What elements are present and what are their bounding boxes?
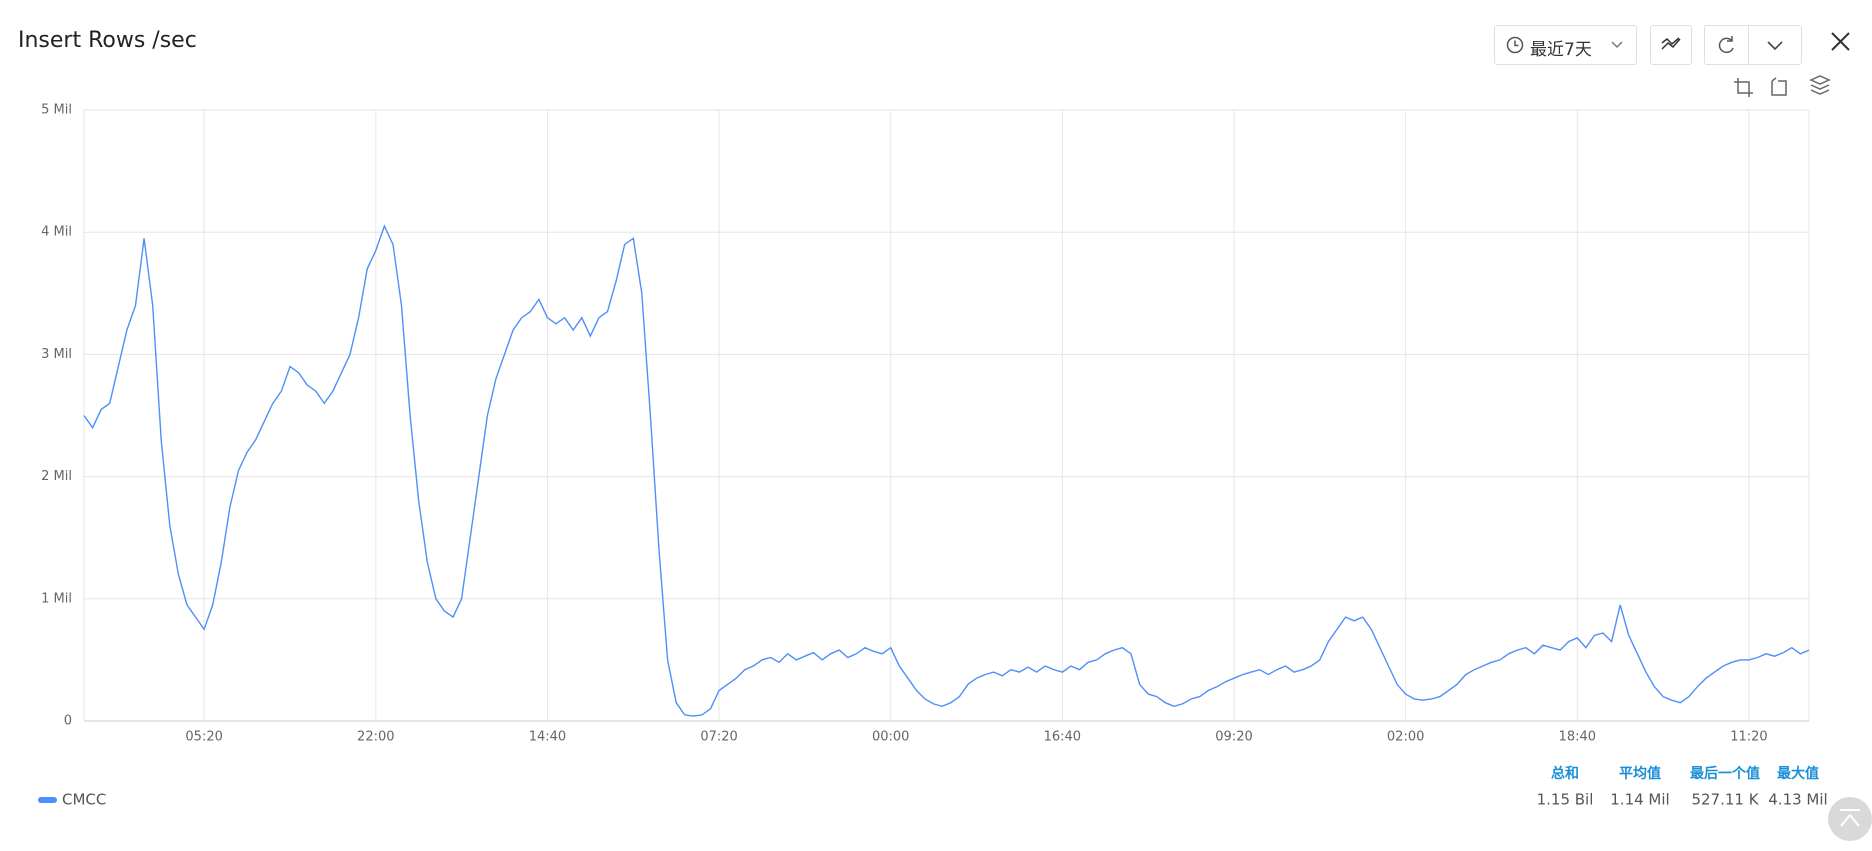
stat-header: 平均值 [1619, 765, 1661, 782]
legend-swatch [38, 797, 57, 803]
x-tick-label: 09:20 [1215, 730, 1252, 745]
title: Insert Rows /sec [18, 28, 197, 53]
legend-label: CMCC [62, 791, 106, 809]
x-tick-label: 07:20 [700, 730, 737, 745]
y-tick-label: 3 Mil [41, 347, 72, 362]
x-tick-label: 16:40 [1044, 730, 1081, 745]
back-to-top[interactable] [1828, 797, 1872, 841]
stat-header: 最大值 [1777, 765, 1819, 782]
time-range: 最近7天 [1530, 40, 1592, 60]
stat-value: 1.14 Mil [1610, 791, 1669, 809]
refresh-button[interactable] [1704, 25, 1749, 65]
layers-icon[interactable] [1802, 75, 1831, 95]
dropdown-icon [1767, 41, 1783, 51]
x-tick-label: 14:40 [529, 730, 566, 745]
y-tick-label: 0 [64, 714, 72, 729]
chart-toolbar [1734, 75, 1831, 97]
stat-header: 总和 [1551, 765, 1579, 782]
compare-icon [1661, 37, 1681, 50]
stat-header: 最后一个值 [1690, 765, 1760, 782]
x-tick-label: 11:20 [1730, 730, 1767, 745]
stat-value: 527.11 K [1691, 791, 1759, 809]
series-line [83, 224, 1810, 717]
y-tick-label: 1 Mil [41, 591, 72, 606]
x-tick-label: 00:00 [872, 730, 909, 745]
refresh-dropdown[interactable] [1748, 25, 1802, 65]
close-button[interactable] [1826, 27, 1856, 57]
stat-value: 1.15 Bil [1537, 791, 1594, 809]
x-tick-label: 22:00 [357, 730, 394, 745]
x-tick-label: 18:40 [1559, 730, 1596, 745]
x-tick-label: 05:20 [185, 730, 222, 745]
y-tick-label: 4 Mil [41, 225, 72, 240]
x-tick-label: 02:00 [1387, 730, 1424, 745]
y-tick-label: 2 Mil [41, 469, 72, 484]
y-tick-label: 5 Mil [41, 103, 72, 118]
compare-button[interactable] [1650, 25, 1692, 65]
refresh-icon [1718, 36, 1734, 54]
time-picker-icons [1506, 36, 1623, 54]
reset-icon[interactable] [1771, 77, 1787, 96]
zoom-icon[interactable] [1734, 78, 1753, 97]
stat-value: 4.13 Mil [1768, 791, 1827, 809]
time-picker[interactable]: 最近7天 [1494, 25, 1637, 65]
